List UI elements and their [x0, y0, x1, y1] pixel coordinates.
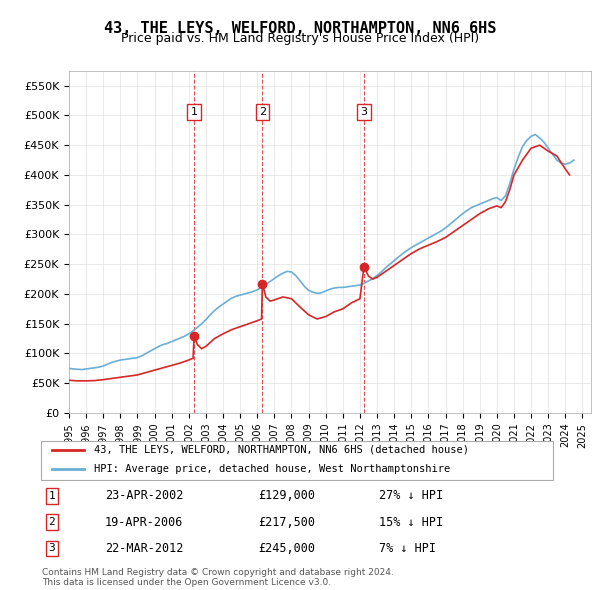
Text: 43, THE LEYS, WELFORD, NORTHAMPTON, NN6 6HS (detached house): 43, THE LEYS, WELFORD, NORTHAMPTON, NN6 …	[94, 445, 469, 455]
Text: 27% ↓ HPI: 27% ↓ HPI	[379, 489, 443, 502]
Text: 1: 1	[191, 107, 197, 117]
Text: 3: 3	[49, 543, 55, 553]
Text: HPI: Average price, detached house, West Northamptonshire: HPI: Average price, detached house, West…	[94, 464, 451, 474]
Text: 23-APR-2002: 23-APR-2002	[104, 489, 183, 502]
Text: Contains HM Land Registry data © Crown copyright and database right 2024.
This d: Contains HM Land Registry data © Crown c…	[42, 568, 394, 587]
Text: 2: 2	[49, 517, 55, 527]
Text: Price paid vs. HM Land Registry's House Price Index (HPI): Price paid vs. HM Land Registry's House …	[121, 32, 479, 45]
Text: 2: 2	[259, 107, 266, 117]
Text: 22-MAR-2012: 22-MAR-2012	[104, 542, 183, 555]
Text: £245,000: £245,000	[258, 542, 315, 555]
Text: £129,000: £129,000	[258, 489, 315, 502]
Text: 43, THE LEYS, WELFORD, NORTHAMPTON, NN6 6HS: 43, THE LEYS, WELFORD, NORTHAMPTON, NN6 …	[104, 21, 496, 35]
Text: 15% ↓ HPI: 15% ↓ HPI	[379, 516, 443, 529]
FancyBboxPatch shape	[41, 441, 553, 480]
Text: 3: 3	[361, 107, 367, 117]
Text: 19-APR-2006: 19-APR-2006	[104, 516, 183, 529]
Text: 1: 1	[49, 491, 55, 501]
Text: £217,500: £217,500	[258, 516, 315, 529]
Text: 7% ↓ HPI: 7% ↓ HPI	[379, 542, 436, 555]
